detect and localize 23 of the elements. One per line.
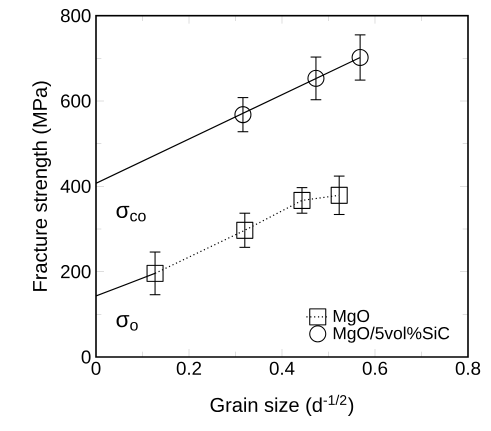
- x-tick-label: 0.8: [456, 362, 480, 375]
- annotation: σ$_{co}$: [116, 206, 146, 222]
- y-axis-title: Fracture strength (MPa): [32, 81, 51, 291]
- point: [293, 192, 311, 209]
- point: [330, 186, 348, 204]
- y-tick-label: 800: [60, 9, 91, 22]
- y-tick-label: 200: [61, 265, 91, 278]
- point: [307, 70, 324, 87]
- x-tick-label: 0: [92, 362, 100, 375]
- point: [146, 264, 164, 282]
- legend-label: MgO/5vol%SiC: [334, 326, 450, 343]
- x-tick-label: 0.2: [176, 362, 202, 375]
- point: [236, 222, 254, 239]
- y-tick-label: 600: [61, 94, 91, 108]
- x-axis-title: Grain size (d$^{-1/2}$): [210, 394, 354, 416]
- x-tick-label: 0.4: [270, 362, 294, 375]
- legend-label: MgO: [334, 310, 370, 326]
- point: [352, 48, 369, 66]
- y-tick-label: 0: [82, 350, 91, 364]
- x-tick-label: 0.6: [362, 362, 388, 375]
- y-tick-label: 400: [60, 180, 91, 193]
- point: [234, 106, 252, 124]
- annotation: σ$_{o}$: [116, 315, 138, 331]
